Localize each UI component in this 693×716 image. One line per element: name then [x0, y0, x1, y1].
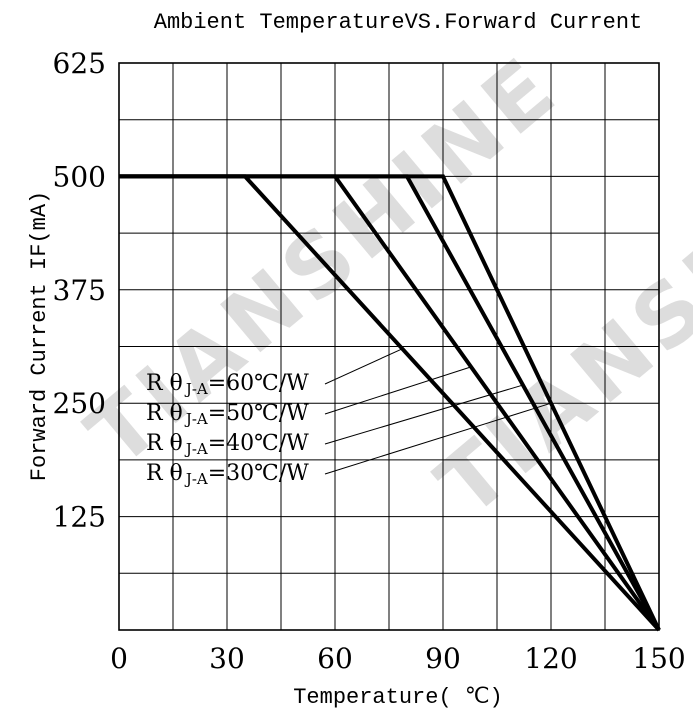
- leader-line-3: [324, 384, 524, 445]
- y-tick-labels: 125 250 375 500 625: [53, 47, 106, 534]
- x-tick-label: 30: [209, 642, 245, 675]
- y-tick-label: 125: [53, 501, 106, 534]
- series-lines: [119, 174, 661, 632]
- x-tick-labels: 0 30 60 90 120 150: [110, 642, 686, 675]
- plot-area: [118, 62, 660, 631]
- series-label-3: R θ J-A=40℃/W: [146, 431, 309, 458]
- series-label-2: R θ J-A=50℃/W: [146, 401, 309, 428]
- y-tick-label: 500: [53, 160, 106, 193]
- series-line-4: [119, 174, 661, 631]
- x-tick-label: 120: [524, 642, 577, 675]
- grid: [119, 63, 659, 630]
- leader-line-2: [324, 366, 472, 415]
- x-tick-label: 90: [425, 642, 461, 675]
- y-axis-label: Forward Current IF(mA): [27, 191, 52, 481]
- x-tick-label: 60: [317, 642, 353, 675]
- y-tick-label: 375: [53, 274, 106, 307]
- leader-line-1: [324, 348, 403, 385]
- y-tick-label: 625: [53, 47, 106, 80]
- x-tick-label: 0: [110, 642, 128, 675]
- leader-line-4: [324, 402, 552, 475]
- chart-title: Ambient TemperatureVS.Forward Current: [154, 10, 642, 35]
- y-tick-label: 250: [53, 387, 106, 420]
- x-axis-label: Temperature( ℃): [293, 685, 503, 710]
- series-label-1: R θ J-A=60℃/W: [146, 371, 309, 398]
- x-tick-label: 150: [632, 642, 685, 675]
- series-label-4: R θ J-A=30℃/W: [146, 461, 309, 488]
